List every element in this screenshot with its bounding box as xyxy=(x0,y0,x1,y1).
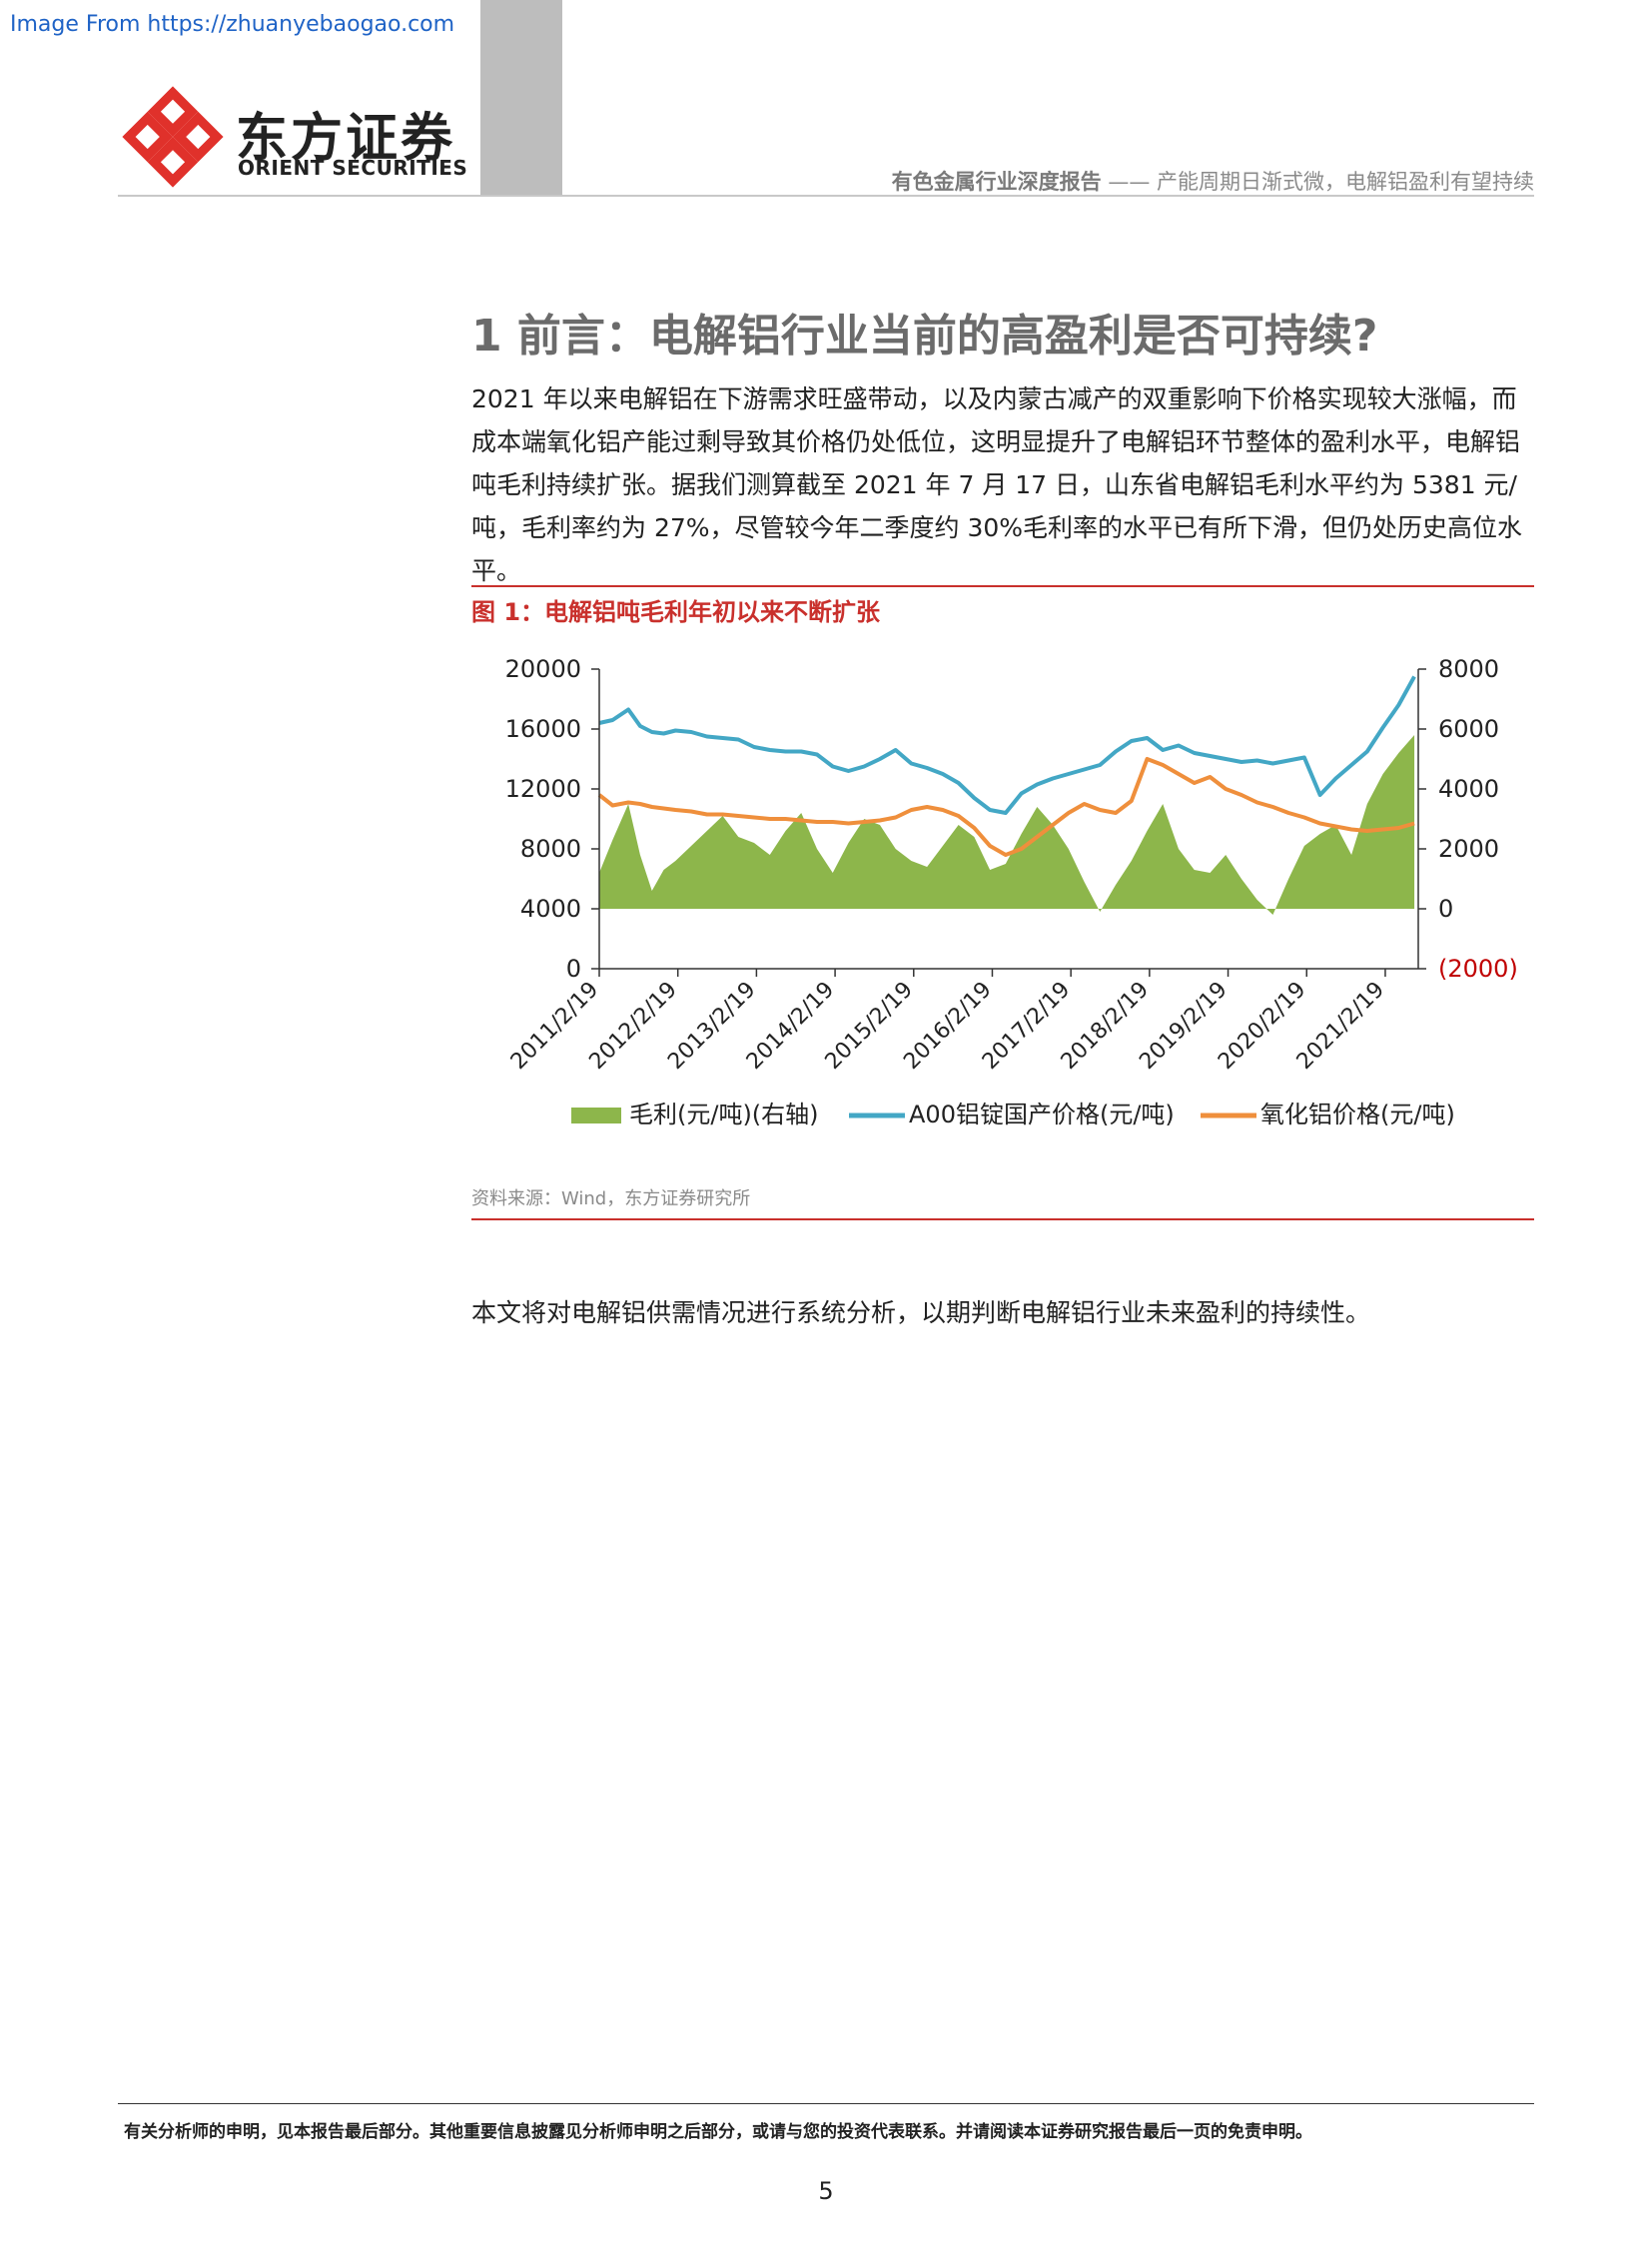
watermark-link[interactable]: Image From https://zhuanyebaogao.com xyxy=(10,12,455,37)
intro-paragraph: 2021 年以来电解铝在下游需求旺盛带动，以及内蒙古减产的双重影响下价格实现较大… xyxy=(471,384,1523,585)
legend-label-a00: A00铝锭国产价格(元/吨) xyxy=(909,1101,1175,1128)
footer-divider xyxy=(118,2103,1534,2104)
right-tick-label: 4000 xyxy=(1438,775,1499,803)
figure-title: 图 1：电解铝吨毛利年初以来不断扩张 xyxy=(471,598,881,626)
series-line-2 xyxy=(597,757,1415,857)
left-tick-label: 0 xyxy=(566,955,581,983)
right-tick-label: 0 xyxy=(1438,895,1453,923)
figure-bottom-rule xyxy=(471,1218,1534,1220)
legend-label-margin: 毛利(元/吨)(右轴) xyxy=(629,1101,819,1128)
left-tick-label: 8000 xyxy=(520,835,581,863)
legend-label-alumina: 氧化铝价格(元/吨) xyxy=(1260,1101,1455,1128)
right-tick-label: 6000 xyxy=(1438,715,1499,743)
logo-chinese-name: 东方证券 xyxy=(236,109,456,169)
left-tick-label: 20000 xyxy=(505,655,581,683)
report-subtitle: 产能周期日渐式微，电解铝盈利有望持续 xyxy=(1157,170,1534,194)
page-number: 5 xyxy=(818,2177,834,2205)
report-type: 有色金属行业深度报告 xyxy=(891,170,1102,194)
left-tick-label: 12000 xyxy=(505,775,581,803)
legend-swatch-margin xyxy=(571,1108,621,1123)
series-margin-area xyxy=(599,735,1415,915)
right-tick-label: 8000 xyxy=(1438,655,1499,683)
figure-top-rule xyxy=(471,585,1534,587)
running-header: 有色金属行业深度报告 —— 产能周期日渐式微，电解铝盈利有望持续 xyxy=(892,166,1534,196)
series-line-1 xyxy=(598,675,1416,815)
section-title: 1 前言：电解铝行业当前的高盈利是否可持续? xyxy=(471,311,1378,362)
closing-paragraph: 本文将对电解铝供需情况进行系统分析，以期判断电解铝行业未来盈利的持续性。 xyxy=(471,1298,1371,1327)
margin-price-chart: 0 4000 8000 12000 16000 20000 (2000) 0 2000 4000 6… xyxy=(505,655,1518,1128)
logo-english-name: ORIENT SECURITIES xyxy=(238,156,468,180)
footer-disclaimer: 有关分析师的申明，见本报告最后部分。其他重要信息披露见分析师申明之后部分，或请与… xyxy=(124,2122,1312,2142)
header-separator: —— xyxy=(1101,170,1157,194)
orient-logo-icon xyxy=(122,86,224,188)
header-gray-bar xyxy=(480,0,562,195)
figure-source: 资料来源：Wind，东方证券研究所 xyxy=(471,1188,751,1209)
left-tick-label: 4000 xyxy=(520,895,581,923)
right-tick-label: 2000 xyxy=(1438,835,1499,863)
right-tick-label: (2000) xyxy=(1438,955,1518,983)
left-tick-label: 16000 xyxy=(505,715,581,743)
header-divider xyxy=(118,195,1534,197)
